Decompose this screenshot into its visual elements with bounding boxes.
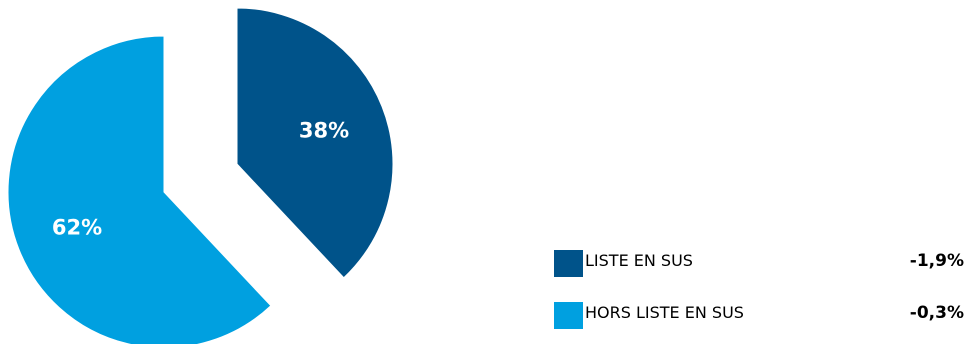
pie-slice-liste-en-sus bbox=[236, 7, 394, 279]
legend-item-liste-en-sus: LISTE EN SUS -1,9% bbox=[554, 248, 964, 278]
legend-swatch-liste-en-sus bbox=[554, 250, 583, 277]
legend-label-liste-en-sus: LISTE EN SUS bbox=[585, 251, 693, 270]
legend-swatch-hors-liste-en-sus bbox=[554, 302, 583, 329]
legend-change-liste-en-sus: -1,9% bbox=[909, 251, 964, 271]
pie-slice-hors-liste-en-sus bbox=[7, 35, 272, 344]
pie-chart: 38% 62% bbox=[7, 7, 394, 344]
legend-label-hors-liste-en-sus: HORS LISTE EN SUS bbox=[585, 303, 744, 322]
slice-label-hors-liste-en-sus: 62% bbox=[52, 216, 102, 240]
slice-label-liste-en-sus: 38% bbox=[299, 119, 349, 143]
legend-item-hors-liste-en-sus: HORS LISTE EN SUS -0,3% bbox=[554, 300, 964, 330]
legend-change-hors-liste-en-sus: -0,3% bbox=[909, 303, 964, 323]
